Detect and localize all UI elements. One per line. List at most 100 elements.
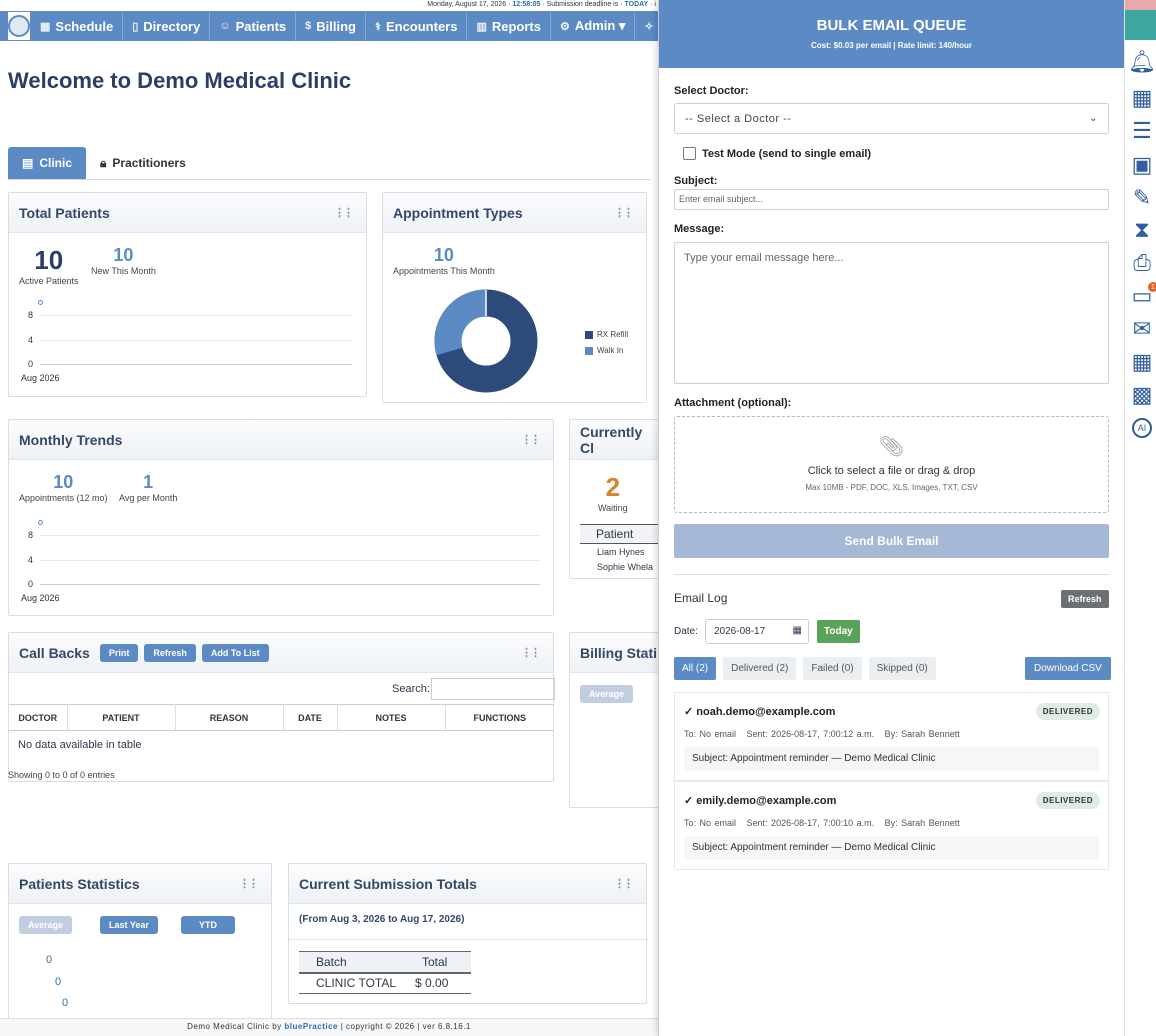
column-header[interactable]: FUNCTIONS xyxy=(473,712,527,723)
ytd-button[interactable]: YTD xyxy=(181,916,235,934)
filter-delivered[interactable]: Delivered (2) xyxy=(723,657,797,680)
hourglass-icon[interactable]: ⧗ xyxy=(1134,217,1150,242)
nav-patients[interactable]: ☺ Patients xyxy=(210,11,297,41)
monthly-trends-card: Monthly Trends ⋮⋮ 10 Appointments (12 mo)… xyxy=(8,419,554,616)
drag-handle-icon[interactable]: ⋮⋮ xyxy=(614,878,634,890)
footer: Demo Medical Clinic by bluePractice | co… xyxy=(0,1018,658,1036)
card-title: Currently Cl xyxy=(580,423,643,456)
callbacks-table: DOCTOR PATIENT REASON DATE NOTES FUNCTIO… xyxy=(9,704,554,731)
column-header[interactable]: DATE xyxy=(283,704,338,731)
users-icon: ☺ xyxy=(219,20,231,32)
log-date-input[interactable]: 2026-08-17 ▦ xyxy=(705,619,809,644)
drag-handle-icon[interactable]: ⋮⋮ xyxy=(334,207,354,219)
attachment-dropzone[interactable]: 📎︎ Click to select a file or drag & drop… xyxy=(674,416,1109,513)
nav-directory[interactable]: ▯ Directory xyxy=(123,11,211,41)
calendar-icon: ▦ xyxy=(40,20,51,33)
filter-skipped[interactable]: Skipped (0) xyxy=(868,657,936,680)
drag-handle-icon[interactable]: ⋮⋮ xyxy=(521,434,541,446)
column-header[interactable]: PATIENT xyxy=(67,704,176,731)
filter-failed[interactable]: Failed (0) xyxy=(803,657,862,680)
paperclip-icon: 📎︎ xyxy=(878,436,905,458)
nav-admin[interactable]: ⚙ Admin ▾ xyxy=(551,11,636,41)
brand-link[interactable]: bluePractice xyxy=(284,1022,338,1031)
entry-subject: Subject: Appointment reminder — Demo Med… xyxy=(684,836,1099,860)
tab-clinic[interactable]: ▤ Clinic xyxy=(8,147,87,179)
filter-all[interactable]: All (2) xyxy=(674,657,717,680)
nav-encounters[interactable]: ⚕ Encounters xyxy=(366,11,468,41)
dropzone-hint: Max 10MB - PDF, DOC, XLS, Images, TXT, C… xyxy=(805,483,978,492)
ai-icon[interactable]: AI xyxy=(1128,414,1156,442)
building-icon: ▤ xyxy=(22,156,34,170)
card-title: Patients Statistics xyxy=(19,875,140,892)
search-label: Search: xyxy=(392,683,430,695)
nav-ai[interactable]: ✧AI xyxy=(635,11,658,41)
stat-value: 0 xyxy=(62,997,69,1009)
message-textarea[interactable]: Type your email message here... xyxy=(674,242,1109,384)
stethoscope-icon: ⚕ xyxy=(375,20,381,33)
date-label: Date: xyxy=(674,626,698,637)
column-header: Total xyxy=(422,954,448,969)
clipboard-icon[interactable]: ▣ xyxy=(1131,152,1153,177)
x-tick: Aug 2026 xyxy=(21,373,60,383)
calendar-clock-icon[interactable]: ▦ xyxy=(1131,85,1153,110)
fax-icon[interactable]: ⎙ xyxy=(1133,250,1151,275)
status-badge: DELIVERED xyxy=(1035,792,1100,809)
column-header[interactable]: NOTES xyxy=(337,704,446,731)
entry-subject: Subject: Appointment reminder — Demo Med… xyxy=(684,747,1099,771)
appointments-12mo-stat: 10 Appointments (12 mo) xyxy=(19,472,108,503)
message-label: Message: xyxy=(674,223,725,235)
log-refresh-button[interactable]: Refresh xyxy=(1061,590,1109,608)
today-button[interactable]: Today xyxy=(817,620,860,643)
panel-header: BULK EMAIL QUEUE Cost: $0.03 per email |… xyxy=(659,0,1124,68)
drag-handle-icon[interactable]: ⋮⋮ xyxy=(521,647,541,659)
tab-practitioners[interactable]: 🔒︎ Practitioners xyxy=(100,155,186,171)
patient-row[interactable]: Liam Hynes xyxy=(597,547,645,557)
calendar-icon: ▦ xyxy=(792,625,802,636)
drag-handle-icon[interactable]: ⋮⋮ xyxy=(239,878,259,890)
y-tick: 8 xyxy=(28,530,34,540)
add-to-list-button[interactable]: Add To List xyxy=(201,643,269,662)
column-header[interactable]: DOCTOR xyxy=(9,704,68,731)
signature-icon[interactable]: ✎ xyxy=(1132,185,1152,210)
last-year-button[interactable]: Last Year xyxy=(100,916,158,934)
mail-icon[interactable]: ✉ xyxy=(1132,316,1152,341)
chat-icon[interactable]: ▭ 1 xyxy=(1128,282,1156,310)
card-title: Call Backs xyxy=(19,644,90,661)
log-entry[interactable]: ✓ emily.demo@example.com DELIVERED To: N… xyxy=(674,781,1109,870)
patient-row[interactable]: Sophie Whela xyxy=(597,562,654,572)
card-title: Monthly Trends xyxy=(19,431,123,448)
nav-reports[interactable]: ▥ Reports xyxy=(467,11,551,41)
nav-billing[interactable]: $ Billing xyxy=(296,11,366,41)
dropzone-text: Click to select a file or drag & drop xyxy=(807,465,976,477)
subject-input[interactable]: Enter email subject... xyxy=(674,189,1109,210)
column-header[interactable]: REASON xyxy=(175,704,284,731)
avg-month-stat: 1 Avg per Month xyxy=(119,472,178,503)
bell-icon[interactable]: 🔔︎ xyxy=(1128,49,1156,74)
y-tick: 8 xyxy=(28,310,34,320)
donut-chart xyxy=(434,289,538,393)
patient-column-header: Patient xyxy=(580,524,670,544)
log-entry[interactable]: ✓ noah.demo@example.com DELIVERED To: No… xyxy=(674,692,1109,781)
lock-icon: 🔒︎ xyxy=(100,155,107,170)
status-badge: DELIVERED xyxy=(1035,703,1100,720)
send-bulk-email-button[interactable]: Send Bulk Email xyxy=(674,524,1109,558)
average-button[interactable]: Average xyxy=(580,685,634,703)
average-button[interactable]: Average xyxy=(19,916,73,934)
nav-schedule[interactable]: ▦ Schedule xyxy=(31,11,124,41)
doctor-select[interactable]: -- Select a Doctor -- ⌄ xyxy=(674,103,1109,134)
clinic-logo[interactable] xyxy=(7,11,31,41)
book-icon: ▯ xyxy=(132,20,139,33)
appointments-stat: 10 Appointments This Month xyxy=(393,245,495,276)
drag-handle-icon[interactable]: ⋮⋮ xyxy=(614,207,634,219)
download-csv-button[interactable]: Download CSV xyxy=(1025,657,1111,680)
test-mode-checkbox[interactable] xyxy=(683,147,696,160)
grid-icon[interactable]: ▦ xyxy=(1131,349,1153,374)
qr-icon[interactable]: ▩ xyxy=(1131,382,1153,407)
entry-meta: To: No email Sent: 2026-08-17, 7:00:12 a… xyxy=(684,729,960,739)
print-button[interactable]: Print xyxy=(99,643,139,662)
list-icon[interactable]: ☰ xyxy=(1132,118,1152,143)
refresh-button[interactable]: Refresh xyxy=(144,643,196,662)
gear-icon: ⚙ xyxy=(560,20,570,33)
search-input[interactable] xyxy=(431,678,555,700)
table-info: Showing 0 to 0 of 0 entries xyxy=(8,770,115,780)
